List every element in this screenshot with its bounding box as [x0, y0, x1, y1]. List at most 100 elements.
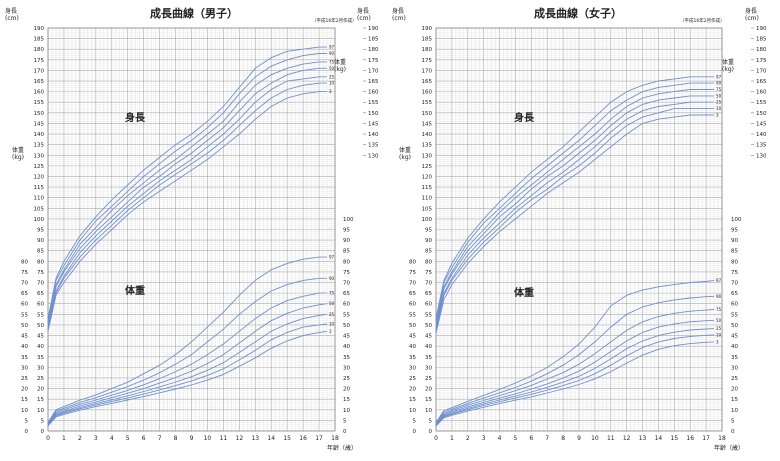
girls-height-tick-label: 105	[422, 206, 433, 212]
boys-weight-tick-label: 60	[21, 302, 28, 308]
boys-weight-curve-p50	[47, 303, 328, 425]
boys-x-tick-label: 15	[283, 435, 291, 442]
boys-right-height-tick-label: 190	[368, 26, 379, 32]
girls-height-percentile-label: 10	[716, 106, 722, 111]
girls-weight-tick-label: 55	[409, 312, 416, 318]
girls-right-weight-tick-label: 90	[731, 238, 738, 244]
girls-chart-title: 成長曲線（女子）	[534, 6, 622, 20]
girls-height-tick-label: 95	[425, 228, 432, 234]
boys-right-weight-tick-label: 70	[343, 281, 350, 287]
girls-weight-tick-label: 0	[413, 429, 417, 435]
girls-height-tick-label: 85	[425, 249, 432, 255]
girls-height-tick-label: 165	[422, 79, 433, 85]
girls-height-tick-label: 40	[425, 344, 432, 350]
boys-weight-curve-p90	[47, 277, 327, 424]
girls-right-height-tick-label: 180	[756, 47, 767, 53]
girls-height-tick-label: 5	[429, 418, 433, 424]
girls-x-tick-label: 13	[639, 435, 647, 442]
girls-height-section-label: 身長	[514, 111, 535, 124]
boys-height-tick-label: 60	[37, 302, 44, 308]
girls-weight-percentile-label: 25	[716, 326, 722, 331]
girls-height-tick-label: 75	[425, 270, 432, 276]
girls-right-weight-tick-label: 20	[731, 387, 738, 393]
girls-height-percentile-label: 90	[716, 81, 722, 86]
boys-height-tick-label: 145	[34, 121, 45, 127]
girls-right-weight-tick-label: 40	[731, 344, 738, 350]
boys-height-tick-label: 150	[34, 111, 45, 117]
boys-weight-percentile-label: 97	[329, 255, 335, 260]
boys-height-tick-label: 175	[34, 58, 45, 64]
boys-height-tick-label: 130	[34, 153, 45, 159]
boys-right-height-tick-label: 175	[368, 58, 379, 64]
girls-right-weight-tick-label: 5	[731, 418, 735, 424]
boys-right-weight-tick-label: 80	[343, 259, 350, 265]
boys-height-percentile-label: 97	[329, 45, 335, 50]
girls-weight-tick-label: 65	[409, 291, 416, 297]
boys-right-weight-tick-label: 35	[343, 355, 350, 361]
girls-height-tick-label: 70	[425, 281, 432, 287]
girls-right-weight-tick-label: 100	[731, 217, 742, 223]
girls-weight-tick-label: 60	[409, 302, 416, 308]
girls-x-tick-label: 2	[466, 435, 470, 442]
girls-x-tick-label: 15	[671, 435, 679, 442]
girls-height-tick-label: 35	[425, 355, 432, 361]
boys-right-height-tick-label: 150	[368, 111, 379, 117]
girls-height-unit-right-top: 身長	[745, 7, 757, 15]
boys-weight-unit-left-bottom: (kg)	[12, 154, 24, 161]
girls-x-tick-label: 10	[591, 435, 599, 442]
girls-height-curve-p90	[435, 82, 715, 321]
boys-x-tick-label: 1	[62, 435, 66, 442]
boys-height-tick-label: 115	[34, 185, 45, 191]
boys-height-tick-label: 155	[34, 100, 45, 106]
boys-growth-chart: 成長曲線（男子） （平成16年2月作成） 身長 (cm) 身長 (cm) 体重 …	[5, 6, 379, 452]
boys-x-tick-label: 16	[299, 435, 307, 442]
girls-height-tick-label: 30	[425, 365, 432, 371]
boys-right-weight-tick-label: 30	[343, 365, 350, 371]
girls-right-weight-tick-label: 70	[731, 281, 738, 287]
boys-weight-tick-label: 15	[21, 397, 28, 403]
girls-weight-percentile-label: 90	[716, 294, 722, 299]
boys-right-height-tick-label: 130	[368, 153, 379, 159]
girls-x-tick-label: 9	[577, 435, 581, 442]
girls-right-weight-tick-label: 25	[731, 376, 738, 382]
boys-height-tick-label: 165	[34, 79, 45, 85]
girls-weight-curve-p75	[435, 309, 715, 425]
boys-weight-tick-label: 65	[21, 291, 28, 297]
boys-height-tick-label: 85	[37, 249, 44, 255]
girls-height-tick-label: 45	[425, 334, 432, 340]
boys-x-tick-label: 17	[315, 435, 323, 442]
girls-height-curve-p50	[435, 95, 715, 328]
girls-x-tick-label: 14	[655, 435, 663, 442]
girls-right-weight-tick-label: 45	[731, 334, 738, 340]
girls-weight-percentile-label: 75	[716, 307, 722, 312]
girls-right-height-tick-label: 140	[756, 132, 767, 138]
girls-height-tick-label: 190	[422, 26, 433, 32]
girls-height-tick-label: 185	[422, 37, 433, 43]
boys-weight-tick-label: 70	[21, 281, 28, 287]
boys-weight-tick-label: 40	[21, 344, 28, 350]
boys-height-tick-label: 40	[37, 344, 44, 350]
girls-height-tick-label: 10	[425, 408, 432, 414]
boys-right-weight-tick-label: 40	[343, 344, 350, 350]
boys-weight-curve-p25	[47, 313, 328, 426]
girls-height-tick-label: 130	[422, 153, 433, 159]
boys-x-tick-label: 8	[174, 435, 178, 442]
boys-x-tick-label: 6	[142, 435, 146, 442]
girls-height-percentile-label: 97	[716, 74, 722, 79]
girls-x-tick-label: 18	[718, 435, 726, 442]
boys-weight-curve-p3	[47, 330, 328, 427]
boys-right-weight-tick-label: 65	[343, 291, 350, 297]
girls-weight-curve-p3	[435, 341, 715, 427]
girls-x-tick-label: 12	[623, 435, 631, 442]
boys-height-tick-label: 140	[34, 132, 45, 138]
boys-height-tick-label: 35	[37, 355, 44, 361]
boys-right-weight-tick-label: 95	[343, 228, 350, 234]
girls-x-axis-label: 年齢（歳）	[714, 444, 744, 452]
boys-right-height-tick-label: 145	[368, 121, 379, 127]
girls-height-tick-label: 145	[422, 121, 433, 127]
boys-height-curve-p10	[47, 82, 327, 330]
girls-weight-tick-label: 5	[413, 418, 417, 424]
girls-right-weight-tick-label: 50	[731, 323, 738, 329]
girls-weight-tick-label: 35	[409, 355, 416, 361]
girls-weight-percentile-label: 97	[716, 278, 722, 283]
